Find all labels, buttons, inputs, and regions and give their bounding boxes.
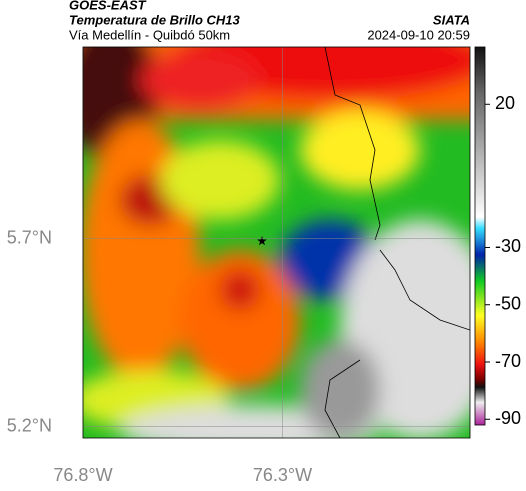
- y-tick-label: 5.7°N: [7, 227, 52, 247]
- title: Temperatura de Brillo CH13: [69, 12, 241, 27]
- colorbar-tick-label: 20: [495, 93, 515, 113]
- y-tick-label: 5.2°N: [7, 415, 52, 435]
- colorbar-tick-label: -90: [495, 408, 521, 428]
- colorbar: [474, 46, 486, 426]
- datetime: 2024-09-10 20:59: [367, 27, 470, 42]
- brightness-image: [83, 47, 470, 438]
- source: GOES-EAST: [69, 0, 147, 12]
- subtitle: Vía Medellín - Quibdó 50km: [69, 27, 230, 42]
- colorbar-tick-label: -30: [495, 236, 521, 256]
- org: SIATA: [433, 12, 470, 27]
- x-tick-label: 76.3°W: [253, 465, 312, 485]
- map-frame: [82, 46, 471, 439]
- colorbar-tick-label: -50: [495, 293, 521, 313]
- colorbar-tick-label: -70: [495, 351, 521, 371]
- x-tick-label: 76.8°W: [53, 465, 112, 485]
